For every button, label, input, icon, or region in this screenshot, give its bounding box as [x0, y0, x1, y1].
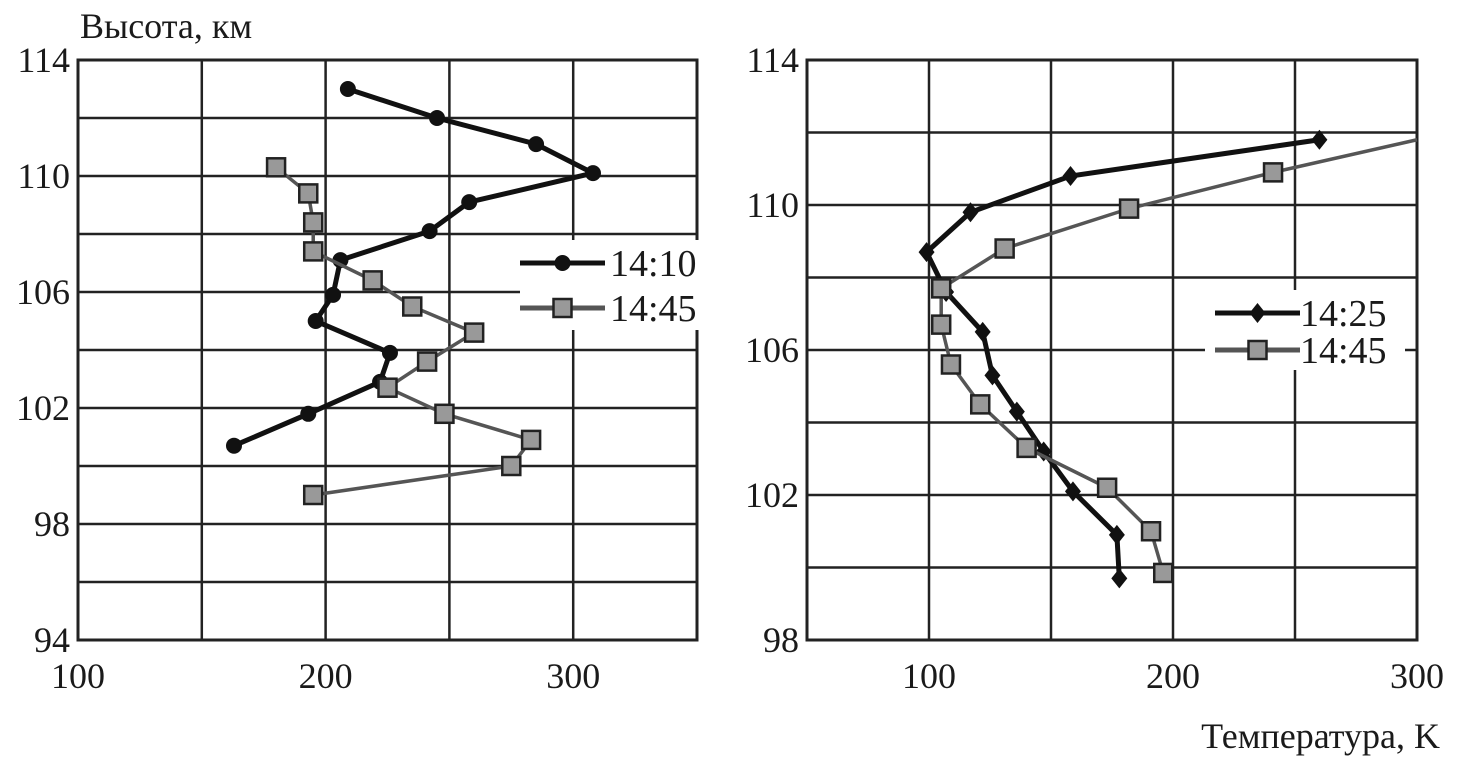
legend-marker [1249, 303, 1266, 323]
data-point [463, 322, 485, 343]
data-point [1096, 477, 1118, 498]
legend-label: 14:45 [610, 288, 697, 330]
data-point [962, 202, 979, 223]
data-point [402, 296, 423, 317]
y-tick-label: 110 [746, 185, 799, 225]
data-point [520, 429, 542, 451]
y-axis-label: Высота, км [80, 6, 252, 46]
data-point [429, 110, 446, 126]
x-tick-label: 300 [546, 656, 600, 696]
data-point [1111, 568, 1128, 589]
plot-frame [805, 58, 1419, 642]
legend-box [520, 240, 700, 330]
data-point [416, 351, 438, 372]
x-tick-label: 300 [1390, 656, 1444, 696]
data-point [1064, 481, 1081, 502]
y-tick-label: 98 [763, 620, 799, 660]
legend-marker [552, 297, 573, 319]
data-point [994, 238, 1015, 259]
data-point [1108, 524, 1125, 545]
plot-frame [76, 58, 699, 642]
data-point [1140, 521, 1162, 542]
data-point [302, 484, 324, 506]
y-tick-label: 102 [745, 475, 799, 515]
data-point [930, 314, 952, 335]
data-point [585, 165, 602, 182]
data-point [461, 194, 478, 211]
data-point [528, 136, 545, 153]
series-line-14:25 [923, 137, 1320, 579]
data-point [302, 241, 324, 262]
y-tick-label: 98 [34, 504, 70, 544]
x-tick-label: 200 [299, 656, 353, 696]
x-tick-label: 100 [902, 656, 956, 696]
legend-label: 14:25 [1300, 293, 1387, 335]
data-point [1008, 401, 1025, 422]
data-point [1016, 437, 1037, 459]
y-tick-label: 114 [746, 40, 799, 80]
data-point [501, 455, 522, 477]
data-point [1118, 198, 1140, 219]
data-point [1152, 562, 1174, 584]
data-point [362, 270, 383, 291]
y-tick-label: 94 [34, 620, 70, 660]
y-tick-label: 106 [16, 272, 70, 312]
data-point [984, 365, 1001, 386]
data-point [940, 354, 962, 375]
x-tick-label: 100 [51, 656, 105, 696]
data-point [421, 223, 438, 240]
data-point [325, 286, 342, 303]
y-tick-label: 110 [17, 156, 70, 196]
data-point [930, 278, 952, 299]
data-point [298, 183, 319, 204]
data-point [225, 437, 242, 454]
data-point [377, 377, 398, 398]
data-point [1062, 166, 1079, 186]
data-point [339, 81, 356, 97]
legend-box [1205, 290, 1405, 370]
data-point [969, 394, 991, 415]
data-point [265, 157, 287, 178]
data-point [918, 242, 935, 263]
data-point [974, 321, 991, 342]
data-point [300, 405, 317, 422]
data-point [1311, 129, 1328, 150]
data-point [434, 403, 455, 425]
data-point [307, 313, 324, 329]
data-point [302, 212, 324, 233]
y-tick-label: 102 [16, 388, 70, 428]
legend-label: 14:10 [610, 243, 697, 285]
legend-marker [554, 255, 571, 271]
x-tick-label: 200 [1146, 656, 1200, 696]
y-tick-label: 106 [745, 330, 799, 370]
y-tick-label: 114 [17, 40, 70, 80]
legend-marker [1247, 339, 1268, 361]
legend-label: 14:45 [1300, 330, 1387, 372]
data-point [381, 344, 398, 361]
data-point [1262, 162, 1284, 183]
x-axis-label: Температура, K [1201, 716, 1440, 756]
